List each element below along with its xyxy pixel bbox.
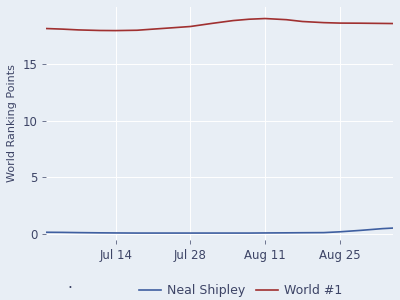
Neal Shipley xyxy=(284,231,289,235)
World #1 xyxy=(359,21,364,25)
World #1 xyxy=(247,17,252,21)
Neal Shipley xyxy=(151,231,156,235)
Neal Shipley xyxy=(359,229,364,232)
World #1 xyxy=(391,22,396,25)
World #1 xyxy=(263,17,268,20)
Legend: Neal Shipley, World #1: Neal Shipley, World #1 xyxy=(134,279,348,300)
Neal Shipley xyxy=(391,226,396,230)
World #1 xyxy=(209,22,214,25)
World #1 xyxy=(337,21,342,25)
Neal Shipley xyxy=(231,231,236,235)
Line: Neal Shipley: Neal Shipley xyxy=(46,228,393,233)
Neal Shipley xyxy=(97,231,102,235)
World #1 xyxy=(76,28,81,32)
World #1 xyxy=(380,22,385,25)
Neal Shipley xyxy=(337,230,342,234)
Neal Shipley xyxy=(209,231,214,235)
World #1 xyxy=(135,28,140,32)
Neal Shipley xyxy=(300,231,305,235)
World #1 xyxy=(60,27,65,31)
Neal Shipley xyxy=(113,231,118,235)
Line: World #1: World #1 xyxy=(46,19,393,31)
World #1 xyxy=(172,26,177,29)
Neal Shipley xyxy=(380,227,385,230)
Neal Shipley xyxy=(188,231,193,235)
World #1 xyxy=(188,25,193,28)
Neal Shipley xyxy=(263,231,268,235)
World #1 xyxy=(231,19,236,22)
World #1 xyxy=(284,18,289,22)
Text: ·: · xyxy=(68,281,72,296)
World #1 xyxy=(151,27,156,31)
Neal Shipley xyxy=(135,231,140,235)
World #1 xyxy=(113,29,118,32)
World #1 xyxy=(300,20,305,23)
Neal Shipley xyxy=(321,231,326,234)
Neal Shipley xyxy=(44,230,49,234)
Neal Shipley xyxy=(60,231,65,234)
World #1 xyxy=(321,21,326,24)
Neal Shipley xyxy=(247,231,252,235)
World #1 xyxy=(44,27,49,30)
Neal Shipley xyxy=(76,231,81,234)
Y-axis label: World Ranking Points: World Ranking Points xyxy=(7,64,17,182)
World #1 xyxy=(97,29,102,32)
Neal Shipley xyxy=(172,231,177,235)
